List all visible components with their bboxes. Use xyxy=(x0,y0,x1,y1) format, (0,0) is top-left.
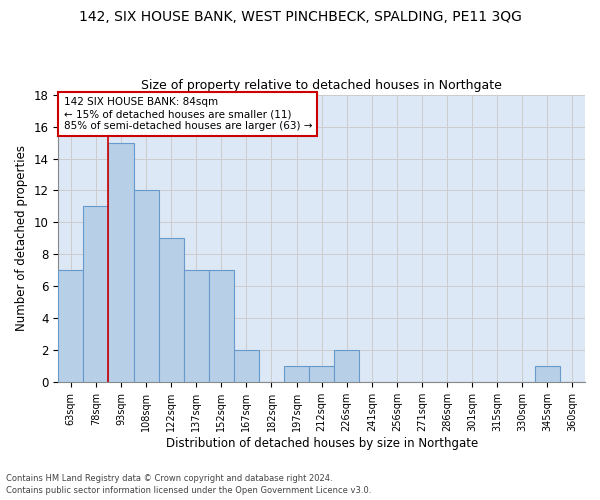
Bar xyxy=(83,206,109,382)
Bar xyxy=(58,270,83,382)
Bar xyxy=(134,190,158,382)
Bar xyxy=(284,366,309,382)
Text: 142, SIX HOUSE BANK, WEST PINCHBECK, SPALDING, PE11 3QG: 142, SIX HOUSE BANK, WEST PINCHBECK, SPA… xyxy=(79,10,521,24)
Text: Contains HM Land Registry data © Crown copyright and database right 2024.
Contai: Contains HM Land Registry data © Crown c… xyxy=(6,474,371,495)
Bar xyxy=(158,238,184,382)
Bar xyxy=(535,366,560,382)
Bar xyxy=(209,270,234,382)
Bar xyxy=(334,350,359,382)
Title: Size of property relative to detached houses in Northgate: Size of property relative to detached ho… xyxy=(141,79,502,92)
Bar xyxy=(309,366,334,382)
Text: 142 SIX HOUSE BANK: 84sqm
← 15% of detached houses are smaller (11)
85% of semi-: 142 SIX HOUSE BANK: 84sqm ← 15% of detac… xyxy=(64,98,312,130)
Bar xyxy=(234,350,259,382)
Y-axis label: Number of detached properties: Number of detached properties xyxy=(15,146,28,332)
Bar xyxy=(109,142,134,382)
X-axis label: Distribution of detached houses by size in Northgate: Distribution of detached houses by size … xyxy=(166,437,478,450)
Bar xyxy=(184,270,209,382)
